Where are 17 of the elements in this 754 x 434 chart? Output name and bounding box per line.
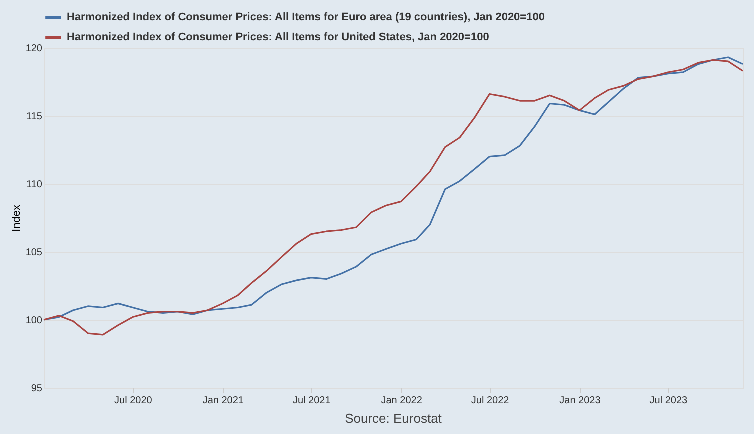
source-note: Source: Eurostat: [345, 411, 442, 426]
x-tick-label: Jan 2022: [381, 396, 423, 406]
y-tick-label: 110: [26, 180, 43, 190]
y-tick-label: 100: [26, 316, 43, 326]
x-tick-label: Jul 2021: [292, 396, 332, 406]
legend-label: Harmonized Index of Consumer Prices: All Items for Euro area (19 countries), Jan 2020=100: [67, 12, 545, 24]
y-tick-label: 105: [26, 248, 43, 258]
x-tick-label: Jul 2023: [650, 396, 688, 406]
legend-label: Harmonized Index of Consumer Prices: All Items for United States, Jan 2020=100: [67, 32, 490, 44]
y-tick-label: 120: [26, 44, 43, 54]
x-tick-label: Jan 2021: [202, 396, 244, 406]
y-axis-title: Index: [10, 204, 23, 232]
x-tick-label: Jan 2023: [560, 396, 602, 406]
x-tick-label: Jul 2022: [471, 396, 510, 406]
y-tick-label: 115: [26, 112, 43, 122]
x-tick-label: Jul 2020: [114, 396, 153, 406]
y-tick-label: 95: [31, 384, 43, 394]
